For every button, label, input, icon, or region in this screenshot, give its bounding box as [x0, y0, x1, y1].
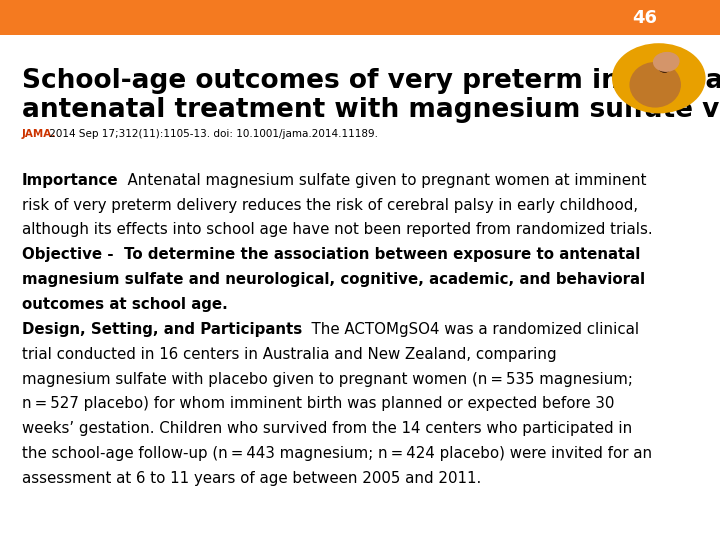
Circle shape	[612, 43, 706, 113]
Text: JAMA.: JAMA.	[22, 129, 56, 139]
Text: 46: 46	[632, 9, 657, 26]
Text: To determine the association between exposure to antenatal: To determine the association between exp…	[124, 247, 640, 262]
Text: Antenatal magnesium sulfate given to pregnant women at imminent: Antenatal magnesium sulfate given to pre…	[118, 173, 647, 188]
Circle shape	[655, 52, 680, 70]
Text: antenatal treatment with magnesium sulfate vs placebo.: antenatal treatment with magnesium sulfa…	[22, 97, 720, 123]
Text: n = 527 placebo) for whom imminent birth was planned or expected before 30: n = 527 placebo) for whom imminent birth…	[22, 396, 614, 411]
Text: Design, Setting, and Participants: Design, Setting, and Participants	[22, 322, 302, 337]
Text: Objective -: Objective -	[22, 247, 124, 262]
Text: outcomes at school age.: outcomes at school age.	[22, 297, 228, 312]
Circle shape	[653, 52, 679, 72]
Text: trial conducted in 16 centers in Australia and New Zealand, comparing: trial conducted in 16 centers in Austral…	[22, 347, 557, 362]
Text: assessment at 6 to 11 years of age between 2005 and 2011.: assessment at 6 to 11 years of age betwe…	[22, 471, 481, 486]
Text: The ACTOMgSO4 was a randomized clinical: The ACTOMgSO4 was a randomized clinical	[302, 322, 639, 337]
Bar	[0, 0, 720, 35]
Ellipse shape	[657, 53, 672, 73]
Text: the school-age follow-up (n = 443 magnesium; n = 424 placebo) were invited for a: the school-age follow-up (n = 443 magnes…	[22, 446, 652, 461]
Text: weeks’ gestation. Children who survived from the 14 centers who participated in: weeks’ gestation. Children who survived …	[22, 421, 632, 436]
Text: School-age outcomes of very preterm infants after: School-age outcomes of very preterm infa…	[22, 68, 720, 93]
Ellipse shape	[629, 62, 681, 107]
Text: magnesium sulfate and neurological, cognitive, academic, and behavioral: magnesium sulfate and neurological, cogn…	[22, 272, 644, 287]
Text: risk of very preterm delivery reduces the risk of cerebral palsy in early childh: risk of very preterm delivery reduces th…	[22, 198, 638, 213]
Text: 2014 Sep 17;312(11):1105-13. doi: 10.1001/jama.2014.11189.: 2014 Sep 17;312(11):1105-13. doi: 10.100…	[46, 129, 378, 139]
Text: although its effects into school age have not been reported from randomized tria: although its effects into school age hav…	[22, 222, 652, 238]
Text: magnesium sulfate with placebo given to pregnant women (n = 535 magnesium;: magnesium sulfate with placebo given to …	[22, 372, 632, 387]
Text: Importance: Importance	[22, 173, 118, 188]
